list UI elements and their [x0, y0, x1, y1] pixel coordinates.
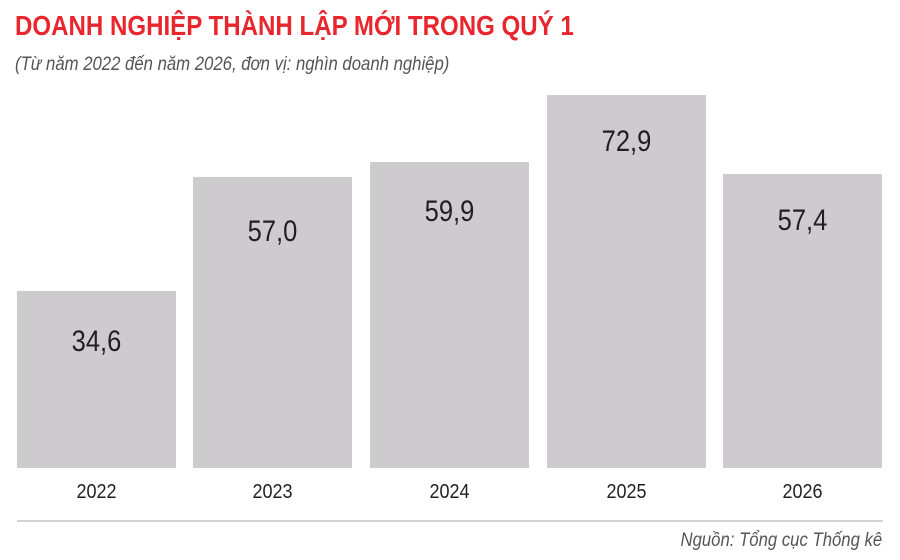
bar-2022: 34,6 — [17, 291, 176, 468]
chart-subtitle: (Từ năm 2022 đến năm 2026, đơn vị: nghìn… — [15, 54, 450, 75]
bar-value: 59,9 — [424, 195, 475, 228]
x-tick-label: 2026 — [782, 481, 823, 503]
baseline-divider — [17, 520, 883, 522]
bar-value: 57,4 — [777, 204, 828, 237]
source-note: Nguồn: Tổng cục Thống kê — [680, 530, 882, 551]
bar-2026: 57,4 — [723, 174, 882, 468]
x-tick-label: 2024 — [429, 481, 470, 503]
x-tick-label: 2022 — [76, 481, 117, 503]
bar-value: 34,6 — [71, 325, 122, 358]
bar-2025: 72,9 — [547, 95, 706, 468]
bar-value: 72,9 — [601, 125, 652, 158]
bar-2023: 57,0 — [193, 177, 352, 468]
bar-value: 57,0 — [247, 215, 298, 248]
bar-2024: 59,9 — [370, 162, 529, 468]
x-tick-label: 2025 — [606, 481, 647, 503]
chart-title: DOANH NGHIỆP THÀNH LẬP MỚI TRONG QUÝ 1 — [15, 10, 574, 41]
x-tick-label: 2023 — [252, 481, 293, 503]
